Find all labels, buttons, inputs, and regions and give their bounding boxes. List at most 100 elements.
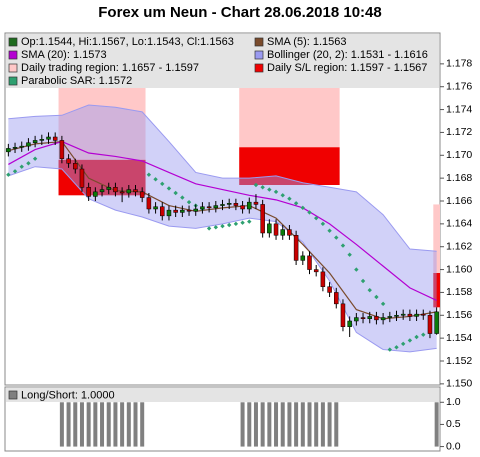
- y-tick-label: 0.0: [446, 440, 461, 452]
- sar-dot: [414, 334, 419, 340]
- bar: [434, 402, 439, 447]
- y-tick-label: 1.156: [446, 309, 472, 321]
- bar: [253, 402, 258, 447]
- sar-dot: [421, 332, 426, 337]
- legend-label: Parabolic SAR: 1.1572: [21, 75, 132, 87]
- y-tick-label: 1.174: [446, 103, 472, 115]
- bar: [294, 402, 299, 447]
- candle-body: [73, 163, 78, 170]
- long-short-panel: Long/Short: 1.0000 0.0 0.5 1.0: [4, 386, 461, 452]
- legend-label: Op:1.1544, Hi:1.1567, Lo:1.1543, Cl:1.15…: [21, 36, 234, 48]
- sar-dot: [293, 201, 299, 206]
- sar-dot: [26, 161, 31, 166]
- sar-dot: [260, 185, 265, 190]
- legend-swatch: [254, 63, 264, 73]
- price-panel: Op:1.1544, Hi:1.1567, Lo:1.1543, Cl:1.15…: [4, 32, 472, 390]
- sar-dot: [360, 278, 366, 284]
- sar-dot: [206, 226, 212, 231]
- sar-dot: [247, 219, 252, 224]
- sar-dot: [313, 215, 319, 221]
- candle-body: [213, 205, 219, 209]
- sar-dot: [253, 182, 259, 188]
- candle-body: [12, 147, 18, 149]
- sar-dot: [12, 169, 18, 174]
- bar: [320, 402, 325, 447]
- sar-dot: [280, 193, 285, 198]
- candle-body: [46, 136, 51, 140]
- bar: [314, 402, 319, 447]
- sar-dot: [354, 267, 359, 272]
- y-tick-label: 0.5: [446, 418, 461, 430]
- candle-body: [253, 201, 259, 205]
- candle-body: [193, 208, 198, 212]
- candle-body: [166, 209, 172, 217]
- candle-body: [126, 189, 132, 194]
- sar-dot: [186, 199, 192, 205]
- candle-body: [267, 223, 272, 234]
- candle-body: [347, 320, 352, 327]
- candle-body: [173, 209, 178, 213]
- y-tick-label: 1.152: [446, 355, 472, 367]
- bar: [59, 402, 64, 447]
- bar: [73, 402, 78, 447]
- sar-dot: [160, 181, 165, 187]
- legend-swatch: [254, 37, 264, 47]
- bar: [274, 402, 279, 447]
- candle-body: [307, 255, 312, 270]
- candle-body: [367, 316, 372, 319]
- candle-body: [240, 205, 245, 210]
- candle-body: [280, 229, 285, 236]
- y-tick-label: 1.0: [446, 396, 461, 408]
- candle-body: [247, 201, 252, 210]
- candle-body: [340, 303, 346, 327]
- candle-body: [39, 139, 45, 141]
- sar-dot: [146, 172, 152, 177]
- candle-body: [160, 206, 165, 217]
- sar-dot: [213, 225, 219, 230]
- legend-label: Long/Short: 1.0000: [21, 389, 115, 401]
- legend-box: [6, 388, 439, 402]
- sar-dot: [334, 235, 339, 240]
- sar-dot: [220, 223, 225, 229]
- legend-swatch: [8, 37, 18, 47]
- candle-body: [354, 317, 359, 322]
- candle-body: [86, 187, 91, 197]
- sar-dot: [387, 347, 393, 352]
- candle-body: [119, 191, 125, 194]
- legend-label: SMA (20): 1.1573: [21, 49, 107, 61]
- y-tick-label: 1.150: [446, 378, 472, 390]
- candle-body: [334, 292, 339, 305]
- bar: [66, 402, 71, 447]
- candle-body: [233, 203, 239, 206]
- sar-dot: [19, 164, 24, 169]
- legend-label: Daily trading region: 1.1657 - 1.1597: [21, 62, 199, 74]
- legend-label: Bollinger (20, 2): 1.1531 - 1.1616: [267, 49, 428, 61]
- bar: [133, 402, 138, 447]
- sar-dot: [166, 186, 172, 191]
- sar-dot: [340, 243, 346, 248]
- candle-body: [93, 191, 98, 197]
- candle-body: [293, 235, 299, 261]
- bar: [247, 402, 252, 447]
- sar-dot: [307, 210, 312, 215]
- sar-dot: [273, 189, 279, 195]
- legend-label: Daily S/L region: 1.1597 - 1.1567: [267, 62, 427, 74]
- candle-body: [146, 197, 152, 210]
- candle-body: [320, 271, 326, 287]
- sar-dot: [287, 196, 292, 201]
- candle-body: [260, 204, 265, 234]
- legend-swatch: [8, 390, 18, 400]
- y-tick-label: 1.168: [446, 172, 472, 184]
- sar-dot: [400, 341, 406, 347]
- bar: [126, 402, 131, 447]
- band-upper: [8, 104, 437, 252]
- sar-dot: [240, 220, 245, 225]
- bar: [100, 402, 105, 447]
- candle-body: [113, 187, 118, 193]
- bar: [120, 402, 125, 447]
- candle-body: [273, 223, 279, 236]
- sar-dot: [367, 287, 372, 293]
- bar: [300, 402, 305, 447]
- legend-swatch: [8, 50, 18, 60]
